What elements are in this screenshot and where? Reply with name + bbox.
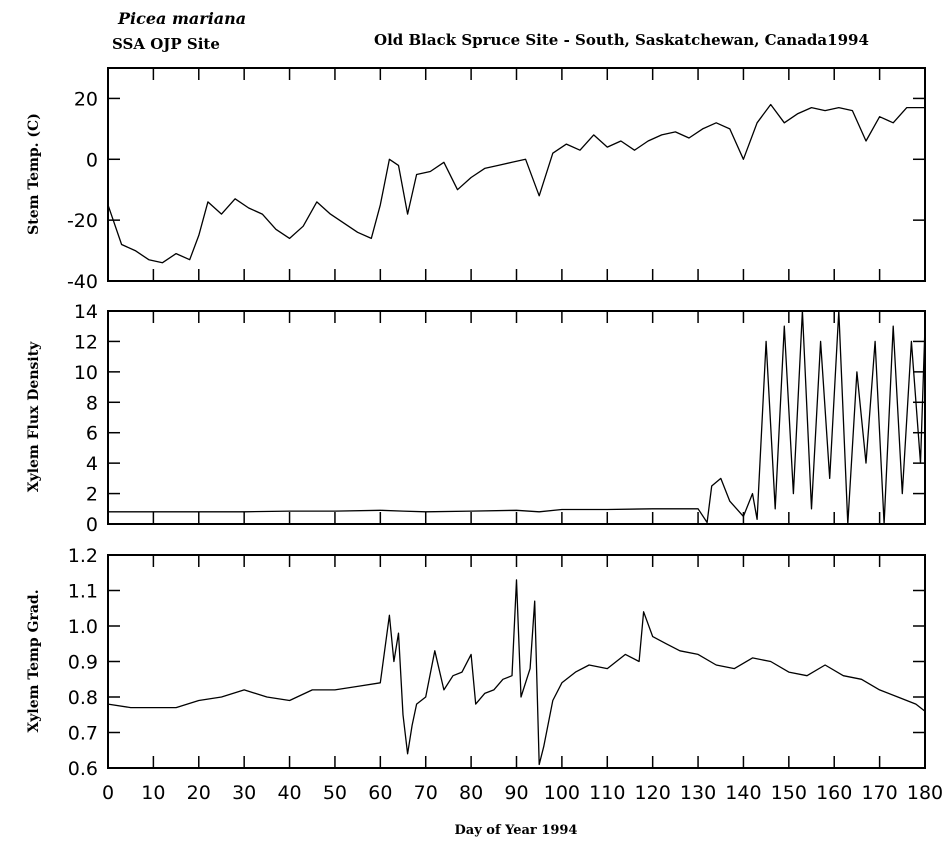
x-tick-label: 40 <box>277 782 301 804</box>
y-tick-label: 1.1 <box>68 581 98 603</box>
x-tick-label: 80 <box>459 782 483 804</box>
y-tick-label: 1.0 <box>68 616 98 638</box>
x-tick-label: 70 <box>414 782 438 804</box>
y-tick-label: 8 <box>86 392 98 414</box>
panel-xylem-temp-grad: Xylem Temp Grad. 0.6 0.7 0.8 0.9 1.0 1.1 1.2 0 1… <box>26 545 943 804</box>
x-tick-label: 160 <box>816 782 852 804</box>
y-tick-label: 6 <box>86 423 98 445</box>
y-tick-label: 0.8 <box>68 687 98 709</box>
y-tick-label: -20 <box>67 210 98 232</box>
x-tick-label: 130 <box>680 782 716 804</box>
y-tick-label: 4 <box>86 453 98 475</box>
y-axis-label: Xylem Flux Density <box>26 341 42 492</box>
y-tick-label: 0 <box>86 514 98 536</box>
x-tick-label: 20 <box>187 782 211 804</box>
y-tick-label: -40 <box>67 271 98 293</box>
y-tick-label: 2 <box>86 484 98 506</box>
y-axis-label: Stem Temp. (C) <box>26 113 42 235</box>
panel-xylem-flux: Xylem Flux Density 0 2 4 6 8 10 12 14 <box>26 301 926 536</box>
chart-title: Old Black Spruce Site - South, Saskatche… <box>374 31 869 49</box>
y-tick-label: 12 <box>74 331 98 353</box>
x-tick-label: 10 <box>141 782 165 804</box>
x-tick-label: 90 <box>504 782 528 804</box>
plot-frame <box>107 310 926 525</box>
series-line <box>107 103 925 264</box>
x-tick-label: 140 <box>725 782 761 804</box>
x-tick-label: 30 <box>232 782 256 804</box>
series-line <box>108 310 926 525</box>
plot-frame <box>107 67 926 282</box>
y-tick-label: 14 <box>74 301 98 323</box>
x-tick-label: 170 <box>861 782 897 804</box>
x-tick-label: 150 <box>771 782 807 804</box>
y-tick-label: 0.9 <box>68 652 98 674</box>
x-tick-label: 180 <box>907 782 943 804</box>
x-tick-label: 110 <box>589 782 625 804</box>
species-label: Picea mariana <box>117 9 246 28</box>
y-axis-label: Xylem Temp Grad. <box>26 589 42 732</box>
x-tick-label: 120 <box>635 782 671 804</box>
y-tick-label: 0.6 <box>68 758 98 780</box>
series-line <box>107 579 926 766</box>
site-label: SSA OJP Site <box>112 35 220 53</box>
x-tick-label: 60 <box>368 782 392 804</box>
x-tick-label: 0 <box>102 782 114 804</box>
y-tick-label: 10 <box>74 362 98 384</box>
x-tick-label: 50 <box>323 782 347 804</box>
y-tick-label: 20 <box>74 88 98 110</box>
y-tick-label: 0.7 <box>68 723 98 745</box>
x-axis-label: Day of Year 1994 <box>455 823 578 838</box>
panel-stem-temp: Stem Temp. (C) -40 -20 0 20 <box>26 67 926 293</box>
x-tick-label: 100 <box>544 782 580 804</box>
y-tick-label: 0 <box>86 149 98 171</box>
y-tick-label: 1.2 <box>68 545 98 567</box>
